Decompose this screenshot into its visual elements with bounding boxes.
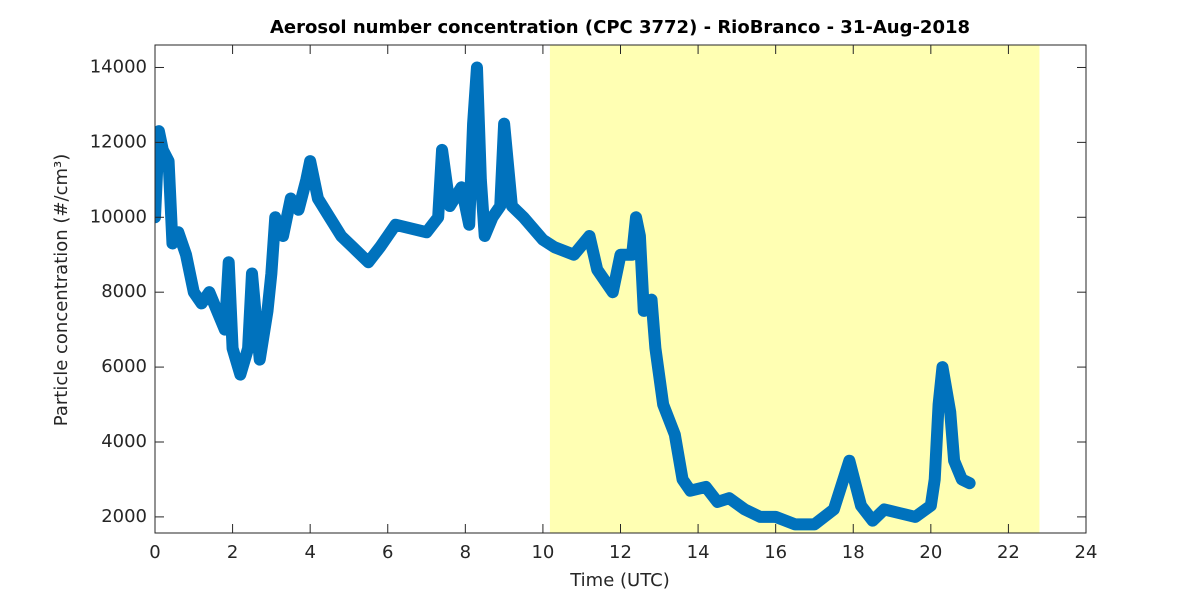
x-tick-label: 16 — [764, 542, 787, 563]
y-tick-label: 10000 — [90, 206, 147, 227]
y-tick-label: 12000 — [90, 131, 147, 152]
y-tick-label: 6000 — [101, 356, 147, 377]
x-tick-label: 14 — [687, 542, 710, 563]
x-tick-label: 18 — [842, 542, 865, 563]
y-tick-label: 4000 — [101, 431, 147, 452]
plot-area — [155, 45, 1040, 533]
x-tick-label: 20 — [919, 542, 942, 563]
x-tick-label: 8 — [460, 542, 471, 563]
x-tick-label: 22 — [997, 542, 1020, 563]
x-tick-label: 24 — [1075, 542, 1098, 563]
x-tick-label: 0 — [149, 542, 160, 563]
data-line — [155, 61, 976, 531]
x-tick-label: 10 — [531, 542, 554, 563]
y-tick-label: 8000 — [101, 281, 147, 302]
y-tick-label: 2000 — [101, 506, 147, 527]
x-tick-label: 2 — [227, 542, 238, 563]
highlight-region — [549, 45, 1040, 533]
y-axis-label: Particle concentration (#/cm³) — [51, 154, 72, 426]
x-tick-label: 4 — [304, 542, 315, 563]
x-axis-label: Time (UTC) — [569, 570, 670, 591]
x-tick-label: 12 — [609, 542, 632, 563]
y-tick-label: 14000 — [90, 56, 147, 77]
chart-title: Aerosol number concentration (CPC 3772) … — [270, 17, 970, 38]
x-tick-label: 6 — [382, 542, 393, 563]
